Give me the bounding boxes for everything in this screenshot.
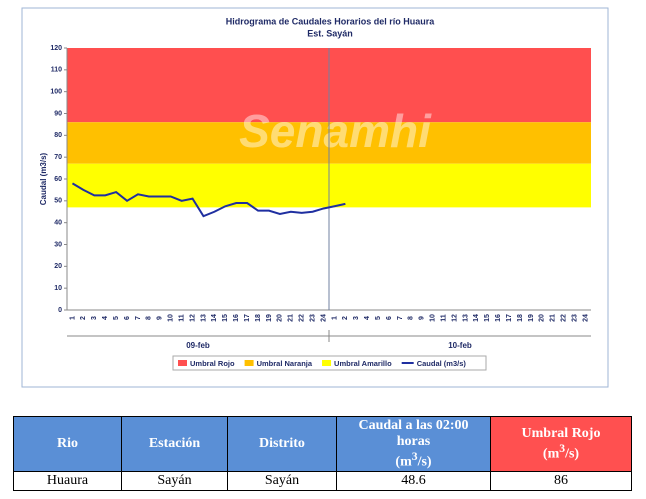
- watermark: Senamhi: [239, 105, 432, 157]
- header-cell: Umbral Rojo (m3/s): [490, 416, 632, 472]
- chart: Hidrograma de Caudales Horarios del río …: [21, 7, 609, 388]
- legend-swatch: [244, 360, 254, 366]
- x-tick-label: 14: [473, 314, 480, 322]
- x-tick-label: 13: [200, 314, 207, 322]
- legend-label: Caudal (m3/s): [417, 359, 467, 368]
- x-tick-label: 4: [102, 316, 109, 320]
- x-tick-label: 17: [506, 314, 513, 322]
- y-tick-label: 90: [54, 110, 62, 117]
- x-tick-label: 9: [157, 316, 164, 320]
- x-tick-label: 19: [528, 314, 535, 322]
- x-tick-label: 23: [571, 314, 578, 322]
- x-tick-label: 16: [495, 314, 502, 322]
- x-tick-label: 5: [375, 316, 382, 320]
- x-tick-label: 15: [484, 314, 491, 322]
- legend-label: Umbral Naranja: [257, 359, 313, 368]
- cell: Sayán: [121, 471, 228, 491]
- x-tick-label: 2: [80, 316, 87, 320]
- unit: 3: [411, 449, 418, 463]
- x-tick-label: 1: [69, 316, 76, 320]
- x-tick-label: 7: [135, 316, 142, 320]
- x-tick-label: 21: [550, 314, 557, 322]
- legend-label: Umbral Rojo: [190, 359, 235, 368]
- header-cell: Caudal a las 02:00 horas (m3/s): [336, 416, 491, 472]
- header-row: Rio Estación Distrito Caudal a las 02:00…: [13, 416, 632, 472]
- legend: Umbral Rojo Umbral Naranja Umbral Amarillo…: [172, 355, 487, 371]
- cell: Sayán: [227, 471, 337, 491]
- x-tick-label: 20: [539, 314, 546, 322]
- x-tick-label: 14: [211, 314, 218, 322]
- y-tick-label: 0: [58, 307, 62, 314]
- group-label: 09-feb: [186, 341, 210, 350]
- legend-swatch: [322, 360, 332, 366]
- y-tick-label: 10: [54, 285, 62, 292]
- y-tick-label: 60: [54, 176, 62, 183]
- y-tick-label: 40: [54, 220, 62, 227]
- y-axis-label: Caudal (m3/s): [39, 152, 48, 205]
- x-tick-label: 6: [386, 316, 393, 320]
- x-tick-label: 10: [430, 314, 437, 322]
- x-tick-label: 22: [299, 314, 306, 322]
- unit: 3: [559, 441, 566, 455]
- x-tick-label: 23: [309, 314, 316, 322]
- x-tick-label: 15: [222, 314, 229, 322]
- header-text: Umbral Rojo: [521, 425, 601, 441]
- chart-title: Hidrograma de Caudales Horarios del río …: [226, 16, 436, 26]
- header-cell: Distrito: [227, 416, 337, 472]
- x-tick-label: 7: [397, 316, 404, 320]
- x-tick-label: 5: [113, 316, 120, 320]
- y-tick-label: 70: [54, 154, 62, 161]
- summary-table: Rio Estación Distrito Caudal a las 02:00…: [13, 416, 632, 491]
- x-tick-label: 3: [91, 316, 98, 320]
- cell: 48.6: [336, 471, 491, 491]
- x-tick-label: 17: [244, 314, 251, 322]
- x-tick-label: 12: [451, 314, 458, 322]
- header-text: Caudal a las 02:00 horas: [358, 417, 469, 449]
- x-tick-label: 13: [462, 314, 469, 322]
- legend-label: Umbral Amarillo: [334, 359, 392, 368]
- legend-swatch: [178, 360, 187, 366]
- x-tick-label: 21: [288, 314, 295, 322]
- x-tick-label: 18: [255, 314, 262, 322]
- x-tick-label: 11: [178, 314, 185, 322]
- chart-subtitle: Est. Sayán: [307, 28, 353, 38]
- unit: (m: [395, 454, 412, 470]
- x-tick-label: 4: [364, 316, 371, 320]
- y-tick-label: 100: [50, 89, 62, 96]
- x-tick-label: 16: [233, 314, 240, 322]
- x-tick-label: 3: [353, 316, 360, 320]
- x-tick-label: 1: [331, 316, 338, 320]
- x-tick-label: 10: [168, 314, 175, 322]
- y-tick-label: 80: [54, 132, 62, 139]
- x-tick-label: 8: [146, 316, 153, 320]
- y-tick-label: 20: [54, 263, 62, 270]
- group-label: 10-feb: [448, 341, 472, 350]
- y-tick-label: 50: [54, 198, 62, 205]
- cell: Huaura: [13, 471, 122, 491]
- y-tick-label: 30: [54, 241, 62, 248]
- x-tick-label: 12: [189, 314, 196, 322]
- x-tick-label: 2: [342, 316, 349, 320]
- x-tick-label: 19: [266, 314, 273, 322]
- unit: /s): [565, 446, 580, 462]
- y-tick-label: 120: [50, 45, 62, 52]
- cell: 86: [490, 471, 632, 491]
- unit: (m: [542, 446, 560, 462]
- data-line: [71, 182, 346, 218]
- x-tick-label: 24: [320, 314, 327, 322]
- x-tick-label: 20: [277, 314, 284, 322]
- x-tick-label: 8: [408, 316, 415, 320]
- x-tick-label: 6: [124, 316, 131, 320]
- data-row: Huaura Sayán Sayán 48.6 86: [13, 471, 632, 491]
- x-tick-label: 22: [561, 314, 568, 322]
- y-tick-label: 110: [51, 67, 62, 74]
- x-tick-label: 24: [582, 314, 589, 322]
- header-cell: Rio: [13, 416, 122, 472]
- unit: /s): [417, 454, 432, 470]
- x-tick-label: 18: [517, 314, 524, 322]
- x-tick-label: 11: [440, 314, 447, 322]
- header-cell: Estación: [121, 416, 228, 472]
- x-tick-label: 9: [419, 316, 426, 320]
